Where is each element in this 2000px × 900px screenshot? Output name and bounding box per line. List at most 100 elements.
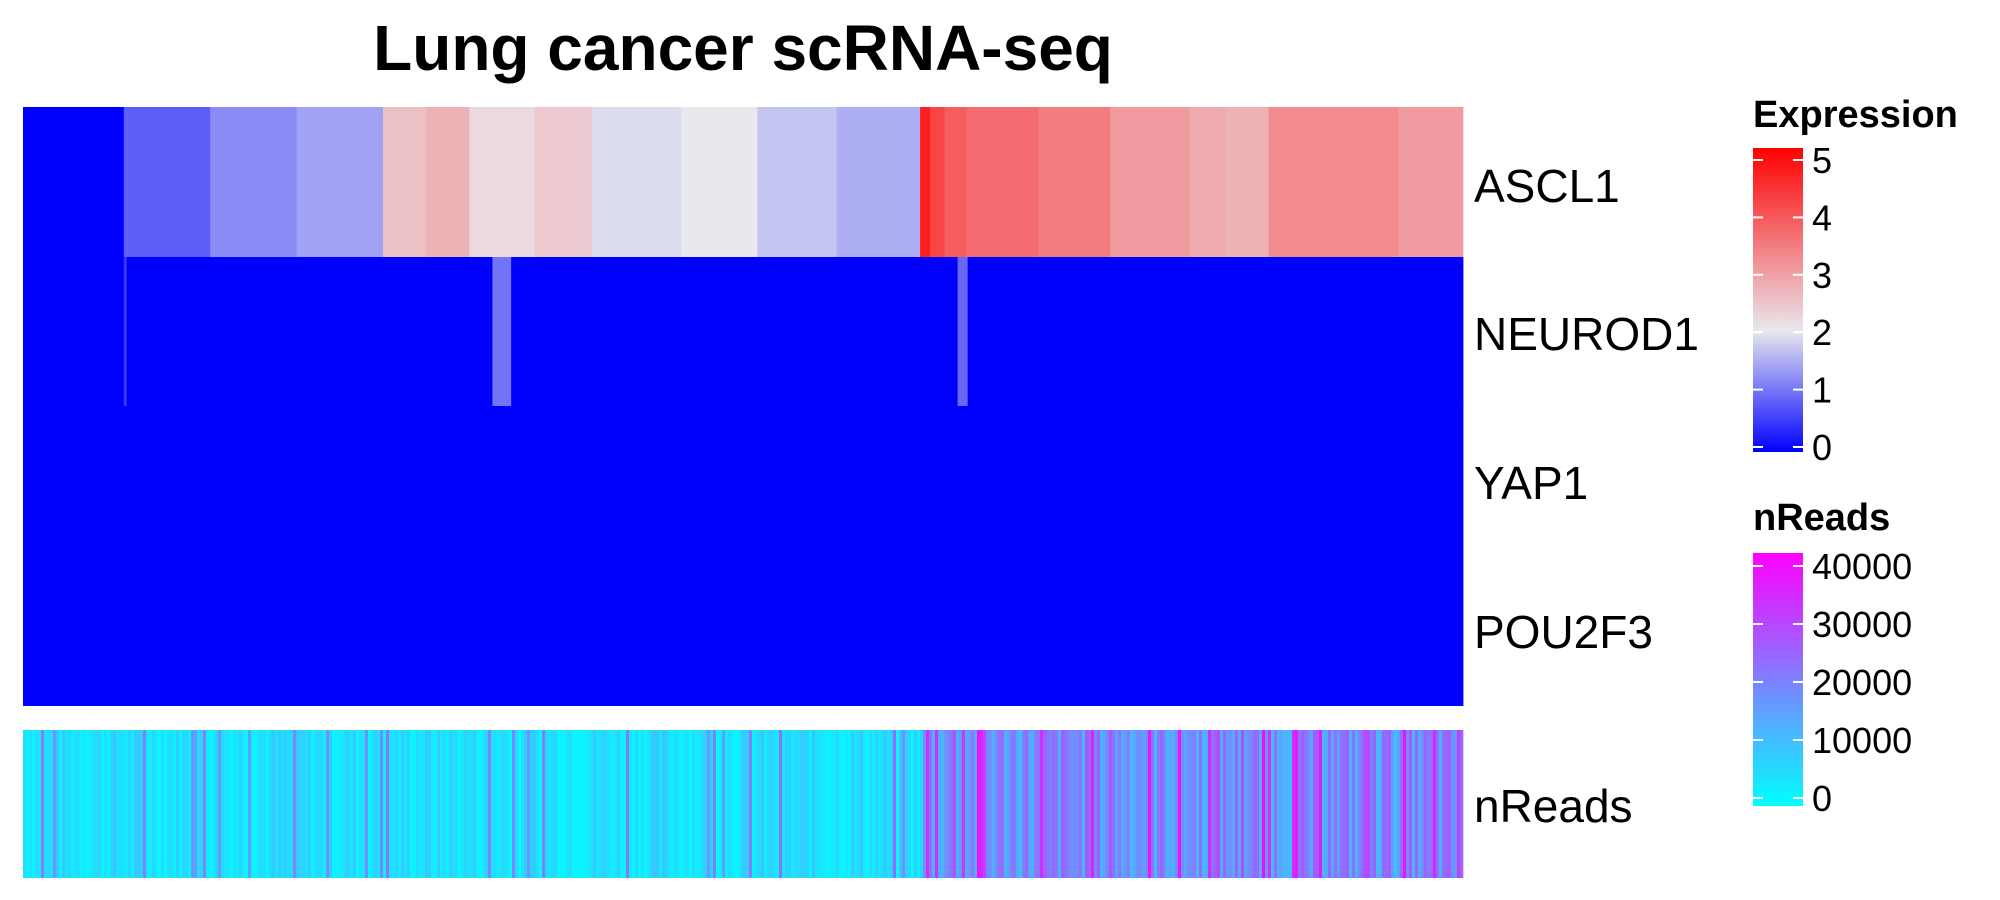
nreads-stripe <box>245 730 249 878</box>
nreads-stripe <box>686 730 690 878</box>
nreads-stripe <box>314 730 318 878</box>
nreads-stripe <box>944 730 948 878</box>
nreads-stripe <box>263 730 267 878</box>
nreads-stripe <box>632 730 636 878</box>
nreads-stripe <box>980 730 984 878</box>
nreads-stripe <box>1112 730 1116 878</box>
nreads-stripe <box>290 730 294 878</box>
nreads-stripe <box>470 730 474 878</box>
nreads-stripe <box>947 730 951 878</box>
nreads-stripe <box>1406 730 1410 878</box>
heatmap-cell-ascl1-20 <box>1268 107 1399 257</box>
nreads-stripe <box>491 730 495 878</box>
nreads-stripe <box>1304 730 1308 878</box>
nreads-stripe <box>395 730 399 878</box>
nreads-stripe <box>29 730 33 878</box>
legend-tick-label: 2 <box>1812 312 1832 353</box>
nreads-stripe <box>1460 730 1464 878</box>
nreads-stripe <box>584 730 588 878</box>
nreads-stripe <box>359 730 363 878</box>
nreads-stripe <box>932 730 936 878</box>
nreads-stripe <box>683 730 687 878</box>
nreads-stripe <box>155 730 159 878</box>
nreads-stripe <box>116 730 120 878</box>
nreads-stripe <box>635 730 639 878</box>
nreads-stripe <box>1268 730 1272 878</box>
nreads-stripe <box>848 730 852 878</box>
nreads-stripe <box>920 730 924 878</box>
nreads-stripe <box>1088 730 1092 878</box>
nreads-stripe <box>500 730 504 878</box>
heatmap-cell-ascl1-15 <box>966 107 1039 257</box>
nreads-stripe <box>953 730 957 878</box>
nreads-stripe <box>1061 730 1065 878</box>
nreads-stripe <box>1226 730 1230 878</box>
nreads-stripe <box>578 730 582 878</box>
row-label-ascl1: ASCL1 <box>1474 160 1620 212</box>
nreads-stripe <box>887 730 891 878</box>
nreads-stripe <box>398 730 402 878</box>
nreads-stripe <box>626 730 630 878</box>
nreads-stripe <box>362 730 366 878</box>
nreads-stripe <box>884 730 888 878</box>
nreads-stripe <box>479 730 483 878</box>
nreads-stripe <box>1208 730 1212 878</box>
nreads-stripe <box>890 730 894 878</box>
nreads-stripe <box>173 730 177 878</box>
nreads-stripe <box>719 730 723 878</box>
nreads-stripe <box>803 730 807 878</box>
nreads-stripe <box>494 730 498 878</box>
nreads-stripe <box>656 730 660 878</box>
nreads-stripe <box>83 730 87 878</box>
nreads-stripe <box>332 730 336 878</box>
nreads-stripe <box>1253 730 1257 878</box>
nreads-stripe <box>1286 730 1290 878</box>
nreads-stripe <box>179 730 183 878</box>
nreads-stripe <box>1070 730 1074 878</box>
nreads-stripe <box>800 730 804 878</box>
nreads-stripe <box>1265 730 1269 878</box>
nreads-stripe <box>818 730 822 878</box>
nreads-stripe <box>41 730 45 878</box>
nreads-stripe <box>1367 730 1371 878</box>
nreads-stripe <box>38 730 42 878</box>
nreads-stripe <box>365 730 369 878</box>
nreads-stripe <box>416 730 420 878</box>
nreads-stripe <box>629 730 633 878</box>
nreads-stripe <box>812 730 816 878</box>
nreads-stripe <box>974 730 978 878</box>
nreads-stripe <box>344 730 348 878</box>
nreads-stripe <box>1382 730 1386 878</box>
nreads-stripe <box>1220 730 1224 878</box>
nreads-stripe <box>1445 730 1449 878</box>
nreads-stripe <box>1049 730 1053 878</box>
nreads-stripe <box>1103 730 1107 878</box>
nreads-stripe <box>338 730 342 878</box>
legend-tick-label: 0 <box>1812 778 1832 819</box>
nreads-stripe <box>1163 730 1167 878</box>
nreads-stripe <box>329 730 333 878</box>
expression-legend-title: Expression <box>1753 94 1958 136</box>
nreads-stripe <box>830 730 834 878</box>
nreads-stripe <box>860 730 864 878</box>
legend-tick-label: 30000 <box>1812 604 1912 645</box>
nreads-stripe <box>227 730 231 878</box>
heatmap-cell-neurod1-3 <box>492 257 512 407</box>
nreads-stripe <box>320 730 324 878</box>
nreads-stripe <box>1178 730 1182 878</box>
nreads-stripe <box>590 730 594 878</box>
nreads-stripe <box>1451 730 1455 878</box>
nreads-stripe <box>1346 730 1350 878</box>
nreads-stripe <box>422 730 426 878</box>
nreads-stripe <box>680 730 684 878</box>
nreads-stripe <box>440 730 444 878</box>
nreads-stripe <box>167 730 171 878</box>
heatmap-cell-ascl1-2 <box>210 107 297 257</box>
nreads-stripe <box>1142 730 1146 878</box>
nreads-stripe <box>176 730 180 878</box>
nreads-stripe <box>371 730 375 878</box>
nreads-stripe <box>1364 730 1368 878</box>
heatmap-cell-ascl1-13 <box>930 107 945 257</box>
nreads-stripe <box>506 730 510 878</box>
